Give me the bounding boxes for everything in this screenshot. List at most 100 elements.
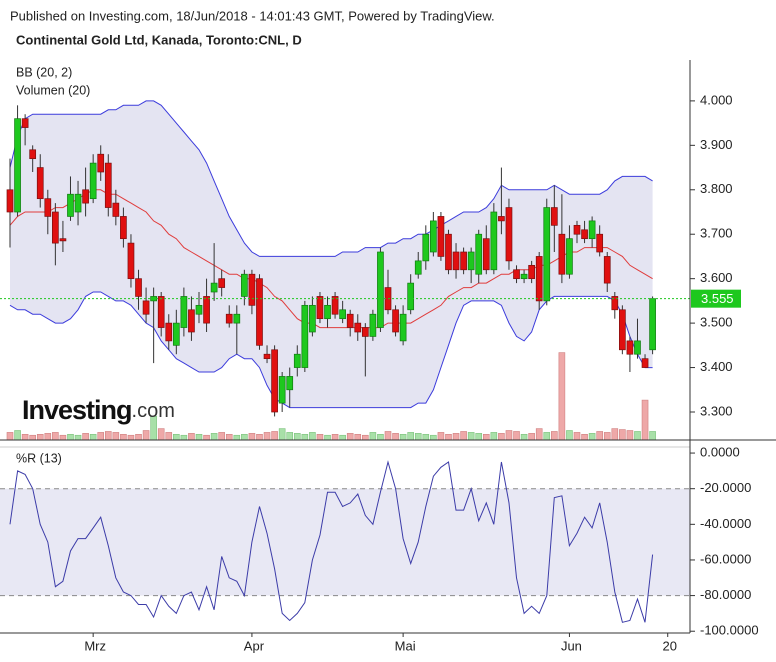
candle-body [142, 300, 150, 315]
candle-body [195, 304, 203, 315]
candle-body [399, 313, 407, 342]
candle-body [6, 189, 14, 213]
candle-body [603, 256, 611, 284]
volume-bar [528, 433, 535, 441]
volume-bar [256, 433, 263, 441]
x-tick-label: Mrz [84, 638, 106, 653]
candle-body [377, 251, 384, 328]
last-price-label: 3.555 [701, 291, 734, 306]
candle-body [82, 189, 89, 204]
volume-bar [97, 432, 105, 441]
candle-body [619, 309, 626, 351]
volume-bar [581, 433, 588, 441]
volume-bar [535, 428, 543, 441]
volume-bar [543, 432, 551, 441]
candle-body [460, 251, 467, 271]
candle-body [414, 260, 422, 275]
volume-bar [445, 433, 452, 441]
candle-body [354, 322, 362, 333]
volume-bar [309, 432, 316, 441]
candle-body [445, 233, 452, 271]
volume-bar [142, 430, 150, 441]
candle-body [271, 349, 278, 413]
candle-body [626, 340, 634, 355]
candle-body [369, 313, 377, 337]
volume-bar [233, 434, 241, 441]
volume-bar [301, 433, 309, 441]
x-tick-label: Apr [244, 638, 265, 653]
y-tick-label: 0.0000 [700, 444, 740, 459]
volume-bar [324, 434, 331, 441]
bollinger-fill [10, 100, 653, 408]
volume-bar [369, 432, 377, 441]
band-fill [0, 488, 690, 596]
candle-body [588, 220, 596, 240]
candle-body [475, 233, 483, 275]
volume-bar [490, 432, 498, 441]
candle-body [513, 269, 520, 280]
y-tick-label: 3.700 [700, 226, 733, 241]
candle-body [286, 376, 294, 391]
volume-bar [611, 428, 619, 441]
volume-bar [475, 433, 483, 441]
candle-body [596, 233, 604, 253]
volume-bar [452, 433, 460, 441]
candle-body [157, 296, 165, 328]
x-tick-label: Jun [561, 638, 582, 653]
volume-bar [278, 428, 286, 441]
candle-body [278, 376, 286, 404]
volume-bar [588, 433, 596, 441]
y-tick-label: 4.000 [700, 92, 733, 107]
volume-bar [392, 433, 399, 441]
volume-bar [14, 430, 21, 441]
volume-bar [634, 431, 641, 441]
x-tick-label: 20 [662, 638, 676, 653]
volume-bar [331, 433, 339, 441]
volume-bar [59, 434, 67, 441]
candle-body [256, 278, 263, 346]
y-tick-label: -40.0000 [700, 516, 751, 531]
indicator-line [9, 460, 654, 623]
y-tick-label: -80.0000 [700, 587, 751, 602]
candle-body [127, 242, 135, 280]
volume-bar [74, 434, 82, 441]
volume-bar [316, 433, 324, 441]
candle-body [112, 202, 120, 217]
volume-bar [225, 433, 233, 441]
y-tick-label: 3.800 [700, 181, 733, 196]
volume-bar [626, 430, 634, 441]
candle-body [203, 296, 210, 324]
candle-body [29, 149, 37, 160]
volume-bar [354, 433, 362, 441]
y-tick-label: 3.900 [700, 137, 733, 152]
volume-bar [339, 434, 346, 441]
candle-body [505, 207, 513, 262]
candle-body [339, 309, 346, 320]
candle-body [248, 273, 256, 306]
candle-body [558, 233, 566, 275]
volume-bar [437, 432, 445, 441]
volume-bar [29, 434, 36, 441]
y-tick-label: -60.0000 [700, 551, 751, 566]
candle-body [573, 224, 581, 235]
candle-body [535, 256, 543, 302]
candle-body [293, 353, 301, 368]
volume-bar [210, 433, 218, 441]
logo: Investing.com [22, 395, 175, 425]
candle-body [467, 251, 475, 271]
candle-body [263, 353, 271, 360]
candle-body [346, 313, 354, 328]
legend-bollinger: BB (20, 2) [16, 65, 72, 79]
candle-body [407, 282, 415, 311]
volume-bar [641, 399, 649, 441]
volume-bar [248, 433, 256, 441]
candle-body [135, 278, 142, 297]
volume-bar [286, 432, 294, 441]
volume-bar [89, 433, 97, 441]
volume-bar [384, 431, 392, 441]
volume-bar [21, 433, 29, 441]
candle-body [241, 273, 248, 297]
logo-suffix: .com [132, 400, 175, 422]
candle-body [14, 118, 21, 213]
volume-bar [188, 433, 195, 441]
